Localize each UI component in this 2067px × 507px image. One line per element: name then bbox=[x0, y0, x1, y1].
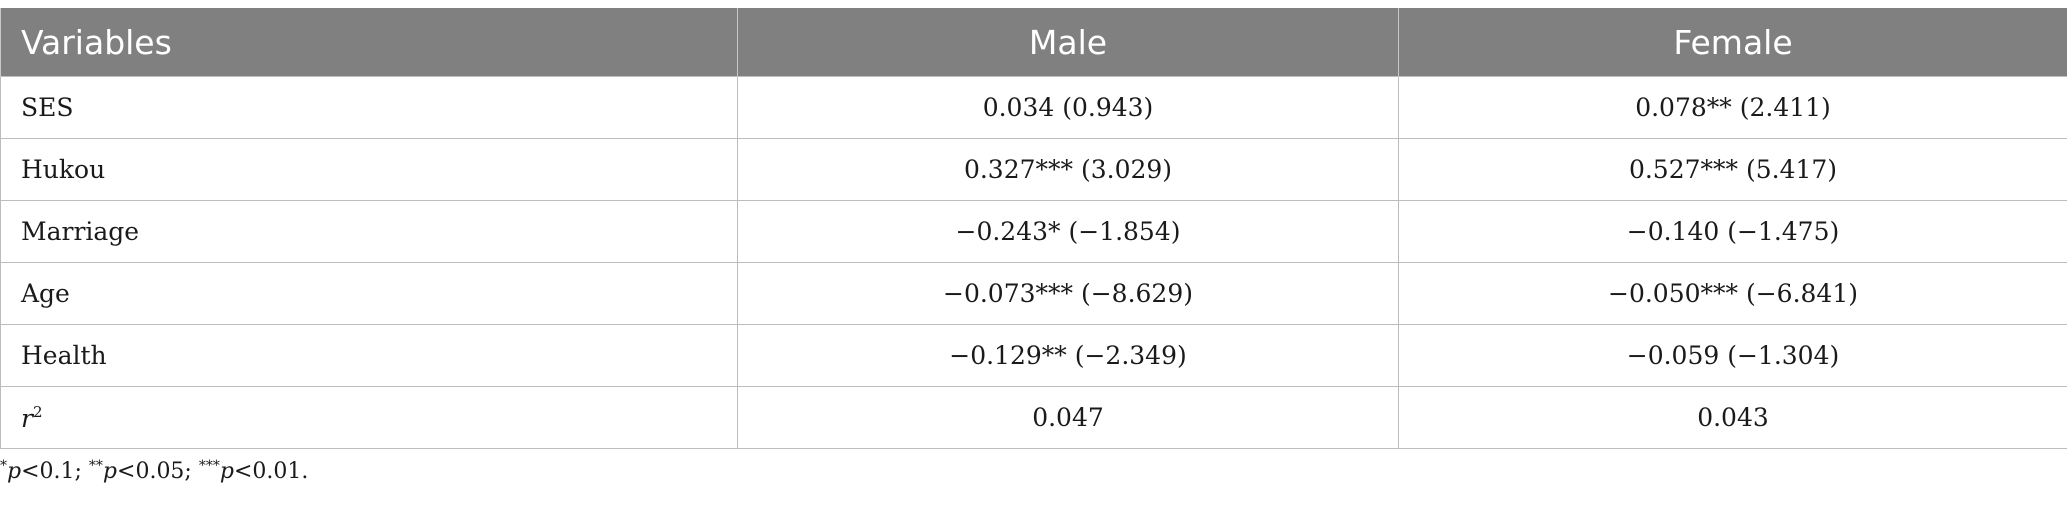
header-female: Female bbox=[1398, 8, 2067, 77]
r-squared-superscript: 2 bbox=[32, 402, 43, 421]
row-female-value: −0.050*** (−6.841) bbox=[1398, 262, 2067, 325]
row-male-value: −0.129** (−2.349) bbox=[737, 324, 1399, 387]
footnote-text-1: <0.1; bbox=[21, 459, 89, 484]
footnote-text-3: <0.01. bbox=[233, 459, 309, 484]
row-male-value: −0.073*** (−8.629) bbox=[737, 262, 1399, 325]
row-variable: Health bbox=[0, 324, 738, 387]
table-row-r-squared: r2 0.047 0.043 bbox=[0, 386, 2067, 449]
r-squared-base: r bbox=[21, 403, 33, 433]
table-header: Variables Male Female bbox=[0, 8, 2067, 77]
footnote-text-2: <0.05; bbox=[117, 459, 199, 484]
row-male-value: 0.047 bbox=[737, 386, 1399, 449]
row-female-value: 0.043 bbox=[1398, 386, 2067, 449]
footnote-sup-1: * bbox=[0, 458, 7, 474]
row-female-value: 0.527*** (5.417) bbox=[1398, 138, 2067, 201]
header-variables: Variables bbox=[0, 8, 738, 77]
footnote-p-2: p bbox=[102, 459, 118, 484]
table-body: SES 0.034 (0.943) 0.078** (2.411) Hukou … bbox=[0, 76, 2067, 449]
table-row: Hukou 0.327*** (3.029) 0.527*** (5.417) bbox=[0, 138, 2067, 201]
row-male-value: 0.034 (0.943) bbox=[737, 76, 1399, 139]
regression-table-container: Variables Male Female SES 0.034 (0.943) … bbox=[0, 8, 2067, 449]
row-variable: SES bbox=[0, 76, 738, 139]
row-female-value: −0.140 (−1.475) bbox=[1398, 200, 2067, 263]
table-row: Health −0.129** (−2.349) −0.059 (−1.304) bbox=[0, 324, 2067, 387]
row-female-value: −0.059 (−1.304) bbox=[1398, 324, 2067, 387]
row-male-value: −0.243* (−1.854) bbox=[737, 200, 1399, 263]
header-row: Variables Male Female bbox=[0, 8, 2067, 77]
table-row: SES 0.034 (0.943) 0.078** (2.411) bbox=[0, 76, 2067, 139]
row-variable: Hukou bbox=[0, 138, 738, 201]
table-row: Marriage −0.243* (−1.854) −0.140 (−1.475… bbox=[0, 200, 2067, 263]
footnote-p-1: p bbox=[7, 459, 22, 484]
header-male: Male bbox=[737, 8, 1399, 77]
row-variable: Marriage bbox=[0, 200, 738, 263]
r-squared-label: r2 bbox=[21, 402, 43, 433]
row-variable: Age bbox=[0, 262, 738, 325]
row-variable-r-squared: r2 bbox=[0, 386, 738, 449]
footnote-sup-3: *** bbox=[198, 458, 220, 474]
regression-table: Variables Male Female SES 0.034 (0.943) … bbox=[0, 8, 2067, 449]
significance-footnote: *p<0.1; **p<0.05; ***p<0.01. bbox=[0, 458, 308, 484]
table-row: Age −0.073*** (−8.629) −0.050*** (−6.841… bbox=[0, 262, 2067, 325]
row-male-value: 0.327*** (3.029) bbox=[737, 138, 1399, 201]
footnote-p-3: p bbox=[219, 459, 234, 484]
row-female-value: 0.078** (2.411) bbox=[1398, 76, 2067, 139]
footnote-sup-2: ** bbox=[88, 458, 103, 474]
